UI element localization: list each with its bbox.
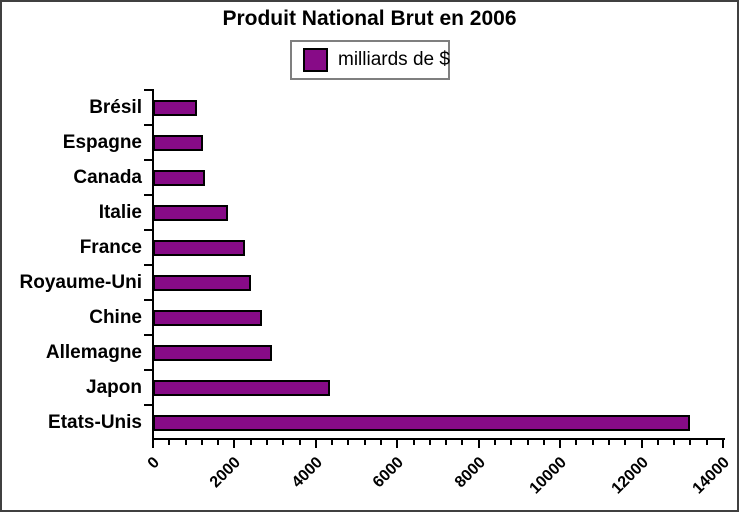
x-axis-major-tick: [641, 440, 643, 448]
legend-swatch-icon: [303, 48, 328, 72]
x-axis-tick-label: 8000: [451, 454, 490, 492]
y-axis-tick: [144, 229, 153, 231]
y-axis-tick: [144, 334, 153, 336]
x-axis-minor-tick: [608, 440, 610, 445]
category-label: Canada: [73, 166, 142, 188]
category-label: Italie: [98, 201, 142, 223]
bar: [153, 309, 262, 326]
x-axis-minor-tick: [364, 440, 366, 445]
x-axis-minor-tick: [592, 440, 594, 445]
bar: [153, 379, 330, 396]
x-axis-minor-tick: [689, 440, 691, 445]
y-axis-tick: [144, 159, 153, 161]
bar: [153, 204, 228, 221]
bar: [153, 414, 690, 431]
x-axis-minor-tick: [185, 440, 187, 445]
x-axis-tick-label: 14000: [689, 454, 734, 498]
legend-box: milliards de $: [290, 40, 450, 80]
x-axis-major-tick: [722, 440, 724, 448]
legend-label: milliards de $: [338, 49, 450, 70]
y-axis-tick: [144, 89, 153, 91]
x-axis-minor-tick: [624, 440, 626, 445]
x-axis-minor-tick: [657, 440, 659, 445]
y-axis-tick: [144, 369, 153, 371]
chart-title: Produit National Brut en 2006: [222, 7, 517, 30]
bar: [153, 239, 245, 256]
x-axis-minor-tick: [299, 440, 301, 445]
x-axis-tick-label: 10000: [526, 454, 571, 498]
x-axis-minor-tick: [706, 440, 708, 445]
category-label: Espagne: [62, 131, 142, 153]
x-axis-minor-tick: [527, 440, 529, 445]
x-axis-line: [152, 438, 725, 440]
x-axis-minor-tick: [250, 440, 252, 445]
x-axis-minor-tick: [282, 440, 284, 445]
x-axis-minor-tick: [673, 440, 675, 445]
y-axis-tick: [144, 299, 153, 301]
bar: [153, 274, 251, 291]
x-axis-minor-tick: [461, 440, 463, 445]
category-label: France: [79, 236, 142, 258]
x-axis-major-tick: [478, 440, 480, 448]
y-axis-tick: [144, 404, 153, 406]
x-axis-minor-tick: [266, 440, 268, 445]
x-axis-tick-label: 4000: [288, 454, 327, 492]
x-axis-minor-tick: [331, 440, 333, 445]
y-axis-tick: [144, 124, 153, 126]
x-axis-minor-tick: [445, 440, 447, 445]
x-axis-major-tick: [315, 440, 317, 448]
category-label: Royaume-Uni: [19, 271, 142, 293]
x-axis-minor-tick: [413, 440, 415, 445]
category-label: Japon: [86, 376, 142, 398]
x-axis-minor-tick: [429, 440, 431, 445]
x-axis-minor-tick: [494, 440, 496, 445]
category-label: Brésil: [89, 96, 142, 118]
x-axis-tick-label: 2000: [206, 454, 245, 492]
x-axis-major-tick: [559, 440, 561, 448]
category-label: Chine: [89, 306, 142, 328]
x-axis-minor-tick: [217, 440, 219, 445]
x-axis-major-tick: [152, 440, 154, 448]
x-axis-minor-tick: [168, 440, 170, 445]
y-axis-tick: [144, 264, 153, 266]
y-axis-line: [152, 89, 154, 440]
x-axis-tick-label: 12000: [608, 454, 653, 498]
bar: [153, 99, 197, 116]
x-axis-minor-tick: [543, 440, 545, 445]
x-axis-tick-label: 0: [144, 454, 164, 473]
x-axis-minor-tick: [575, 440, 577, 445]
x-axis-minor-tick: [380, 440, 382, 445]
bar: [153, 134, 203, 151]
y-axis-tick: [144, 194, 153, 196]
category-label: Allemagne: [45, 341, 142, 363]
x-axis-major-tick: [233, 440, 235, 448]
x-axis-minor-tick: [201, 440, 203, 445]
x-axis-minor-tick: [347, 440, 349, 445]
bar: [153, 344, 272, 361]
x-axis-major-tick: [396, 440, 398, 448]
category-label: Etats-Unis: [48, 411, 142, 433]
x-axis-tick-label: 6000: [369, 454, 408, 492]
bar: [153, 169, 205, 186]
x-axis-minor-tick: [510, 440, 512, 445]
